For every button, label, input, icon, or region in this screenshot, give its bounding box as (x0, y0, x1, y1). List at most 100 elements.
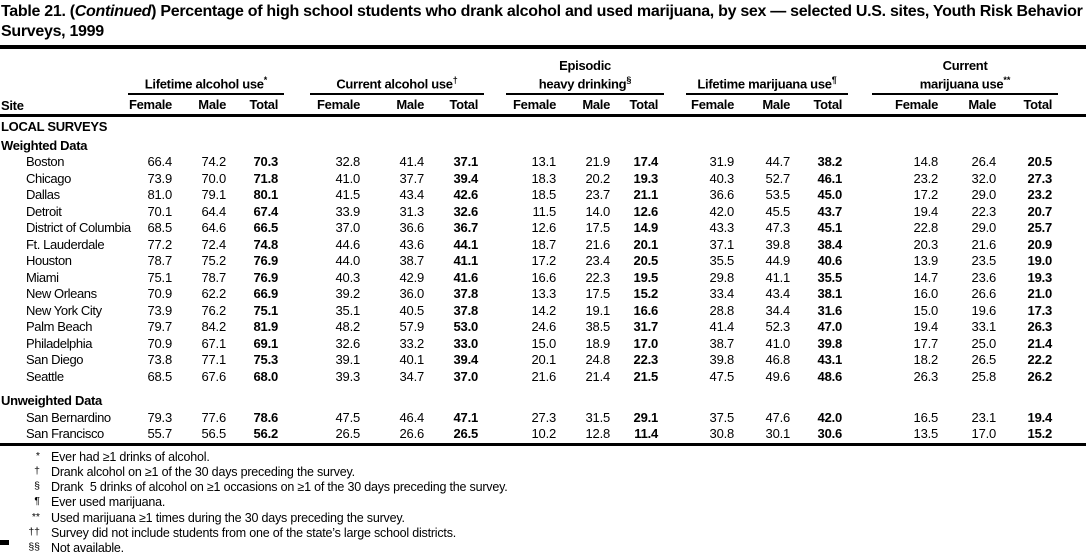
value-cell: 68.0 (253, 368, 279, 384)
header-spacer (284, 52, 311, 118)
section-label: Unweighted Data (1, 393, 102, 409)
site-cell: Miami (26, 269, 59, 285)
section-row: Unweighted Data (0, 385, 1086, 410)
title-suffix: ) Percentage of high school students who… (1, 3, 1083, 40)
value-cell: 26.5 (971, 352, 997, 368)
value-cell: 46.8 (765, 352, 791, 368)
sub-column-header: Total (616, 94, 665, 118)
value-cell: 73.8 (147, 352, 172, 368)
column-spacer (1058, 369, 1086, 386)
column-spacer (284, 171, 310, 188)
value-cell: 26.2 (1027, 368, 1053, 384)
column-spacer (848, 171, 872, 188)
footnote-reference: ** (1003, 75, 1011, 85)
column-spacer (664, 220, 686, 237)
value-cell: 24.6 (531, 319, 557, 335)
value-cell: 34.4 (765, 302, 791, 318)
column-spacer (848, 303, 872, 320)
value-cell: 44.6 (335, 236, 361, 252)
value-cell: 21.1 (633, 187, 659, 203)
site-cell: Philadelphia (26, 335, 93, 351)
value-cell: 21.6 (971, 236, 997, 252)
value-cell: 41.5 (335, 187, 361, 203)
value-cell: 43.7 (817, 203, 843, 219)
value-cell: 81.9 (253, 319, 279, 335)
column-spacer (284, 187, 310, 204)
value-cell: 41.1 (453, 253, 479, 269)
value-cell: 32.8 (335, 154, 361, 170)
column-spacer (484, 410, 506, 427)
column-spacer (284, 319, 310, 336)
value-cell: 73.9 (147, 170, 172, 186)
table-row: Miami 75.1 78.7 76.9 40.3 42.9 41.6 16.6 22.3 19.… (0, 270, 1086, 287)
value-cell: 66.9 (253, 286, 279, 302)
column-spacer (848, 369, 872, 386)
column-spacer (484, 187, 506, 204)
table-row: Chicago 73.9 70.0 71.8 41.0 37.7 39.4 18.3 20.2 1… (0, 171, 1086, 188)
column-spacer (484, 204, 506, 221)
column-spacer (664, 426, 686, 443)
site-cell: District of Columbia (26, 220, 131, 236)
value-cell: 38.4 (817, 236, 843, 252)
column-spacer (848, 253, 872, 270)
value-cell: 23.2 (913, 170, 939, 186)
column-spacer (1058, 154, 1086, 171)
column-spacer (484, 253, 506, 270)
value-cell: 21.0 (1027, 286, 1053, 302)
column-spacer (664, 303, 686, 320)
value-cell: 26.6 (399, 426, 425, 442)
value-cell: 41.1 (765, 269, 791, 285)
value-cell: 40.1 (399, 352, 425, 368)
value-cell: 20.1 (633, 236, 659, 252)
site-cell: Palm Beach (26, 319, 93, 335)
value-cell: 32.0 (971, 170, 997, 186)
footnote-marker: § (34, 480, 40, 493)
value-cell: 69.1 (253, 335, 279, 351)
value-cell: 25.7 (1027, 220, 1053, 236)
value-cell: 20.5 (633, 253, 659, 269)
value-cell: 16.6 (531, 269, 557, 285)
value-cell: 21.5 (633, 368, 659, 384)
value-cell: 41.4 (399, 154, 425, 170)
value-cell: 55.7 (147, 426, 172, 442)
value-cell: 39.2 (335, 286, 361, 302)
sub-column-header: Female (310, 94, 367, 118)
value-cell: 22.3 (971, 203, 997, 219)
value-cell: 47.6 (765, 409, 791, 425)
value-cell: 42.6 (453, 187, 479, 203)
group-header-label: Episodic (559, 58, 611, 73)
column-spacer (484, 154, 506, 171)
value-cell: 33.9 (335, 203, 361, 219)
value-cell: 23.6 (971, 269, 997, 285)
column-spacer (848, 187, 872, 204)
value-cell: 76.9 (253, 269, 279, 285)
column-spacer (484, 352, 506, 369)
value-cell: 36.7 (453, 220, 479, 236)
value-cell: 45.1 (817, 220, 843, 236)
column-spacer (664, 171, 686, 188)
column-spacer (664, 369, 686, 386)
table-row: New Orleans 70.9 62.2 66.9 39.2 36.0 37.8 13.3 1… (0, 286, 1086, 303)
value-cell: 78.7 (201, 269, 226, 285)
value-cell: 70.9 (147, 335, 172, 351)
header-spacer (1058, 52, 1086, 118)
column-spacer (284, 204, 310, 221)
column-spacer (1058, 336, 1086, 353)
column-spacer (1058, 253, 1086, 270)
header-spacer (664, 52, 687, 118)
value-cell: 21.4 (1027, 335, 1053, 351)
value-cell: 43.6 (399, 236, 425, 252)
value-cell: 21.6 (585, 236, 611, 252)
value-cell: 38.5 (585, 319, 611, 335)
site-cell: Seattle (26, 368, 64, 384)
value-cell: 14.2 (531, 302, 557, 318)
column-spacer (848, 319, 872, 336)
footnote-reference: § (626, 75, 632, 85)
value-cell: 17.5 (585, 220, 611, 236)
value-cell: 42.0 (817, 409, 843, 425)
value-cell: 22.8 (913, 220, 939, 236)
title-continued-word: Continued (74, 3, 152, 20)
value-cell: 73.9 (147, 302, 172, 318)
value-cell: 12.8 (585, 426, 611, 442)
value-cell: 33.0 (453, 335, 479, 351)
